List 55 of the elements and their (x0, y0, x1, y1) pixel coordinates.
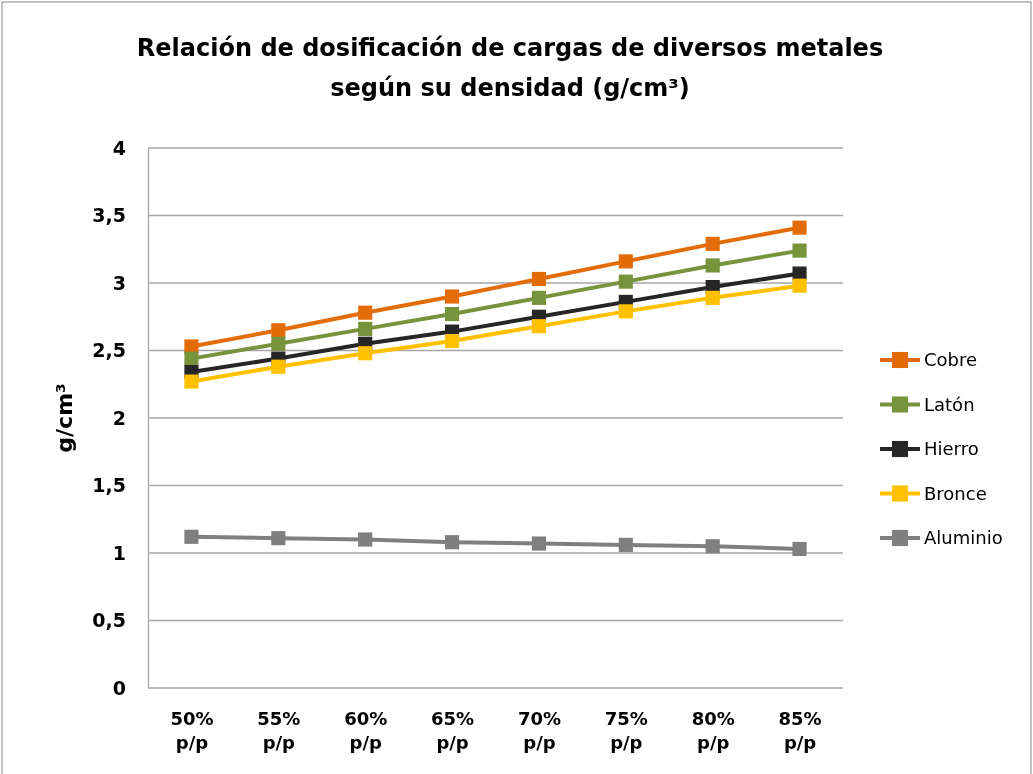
point (444, 535, 460, 550)
point (531, 271, 547, 287)
point (358, 321, 373, 336)
y-tick-label: 0,5 (92, 609, 126, 632)
legend-label: Cobre (924, 349, 978, 371)
point (792, 541, 807, 557)
point (444, 333, 460, 349)
y-tick-label: 4 (112, 136, 126, 159)
chart-title: Relación de dosificación de cargas de diversos metales según su densidad (g/cm³) (136, 34, 884, 102)
point (792, 220, 807, 235)
point (358, 346, 373, 361)
point (271, 359, 286, 374)
point (705, 290, 720, 305)
x-tick-label: 55% p/p (257, 707, 301, 754)
legend-label: Aluminio (924, 527, 1003, 549)
point (705, 539, 720, 554)
y-tick-label: 2,5 (92, 339, 126, 362)
x-tick-label: 80% p/p (691, 707, 735, 754)
y-tick-label: 2 (112, 406, 126, 429)
point (271, 336, 286, 351)
point (531, 536, 547, 551)
y-tick-label: 3 (112, 271, 126, 294)
point (705, 236, 720, 251)
x-tick-label: 85% p/p (778, 707, 822, 754)
x-tick-label: 65% p/p (431, 707, 475, 754)
y-tick-label: 1 (112, 541, 126, 564)
legend-label: Latón (924, 393, 975, 415)
y-tick-label: 3,5 (92, 204, 126, 227)
point (184, 529, 199, 544)
y-tick-label: 1,5 (92, 474, 126, 497)
y-tick-label: 0 (112, 676, 126, 699)
point (444, 289, 460, 304)
point (358, 532, 373, 547)
y-axis-title: g/cm³ (52, 383, 77, 453)
x-tick-label: 60% p/p (344, 707, 388, 754)
point (618, 274, 633, 289)
point (792, 278, 807, 293)
point (444, 306, 460, 322)
point (271, 531, 286, 546)
x-tick-label: 75% p/p (604, 707, 648, 754)
point (184, 374, 199, 389)
x-tick-label: 70% p/p (517, 707, 561, 754)
point (618, 254, 633, 269)
point (618, 304, 633, 319)
point (618, 537, 633, 552)
x-tick-label: 50% p/p (170, 707, 214, 754)
point (705, 258, 720, 273)
legend-label: Bronce (924, 482, 987, 504)
legend-label: Hierro (924, 438, 979, 460)
point (531, 319, 547, 334)
point (184, 351, 199, 366)
point (271, 323, 286, 338)
point (358, 305, 373, 320)
point (531, 290, 547, 305)
point (792, 243, 807, 258)
